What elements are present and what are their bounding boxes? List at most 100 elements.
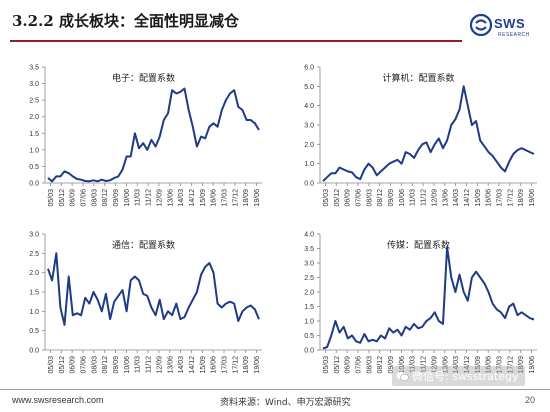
y-tick-label: 0.0 bbox=[304, 348, 314, 355]
chart-media: 0.0 0.5 1.0 1.5 2.0 2.5 3.0 3.5 4.0 05/03 05/12 06/… bbox=[275, 222, 550, 392]
y-tick-label: 2.0 bbox=[304, 290, 314, 297]
chart-telecom: 0.0 0.5 1.0 1.5 2.0 2.5 3.0 05/03 05/12 06/09 07/0… bbox=[0, 222, 275, 392]
x-tick-label: 11/03 bbox=[410, 356, 417, 373]
x-tick-label: 07/06 bbox=[80, 356, 87, 374]
x-tick-label: 16/06 bbox=[486, 356, 493, 374]
y-tick-label: 2.5 bbox=[29, 251, 39, 258]
x-tick-label: 08/03 bbox=[366, 189, 373, 207]
y-tick-label: 0.0 bbox=[29, 348, 39, 355]
x-tick-label: 07/06 bbox=[355, 356, 362, 374]
x-tick-label: 11/03 bbox=[410, 189, 417, 206]
x-tick-label: 12/09 bbox=[156, 356, 163, 374]
x-tick-label: 18/09 bbox=[518, 189, 525, 207]
footer-divider bbox=[0, 389, 550, 390]
x-tick-label: 17/12 bbox=[507, 189, 514, 207]
title-divider bbox=[10, 40, 462, 42]
y-tick-label: 3.0 bbox=[304, 123, 314, 130]
x-tick-label: 09/09 bbox=[388, 356, 395, 374]
x-tick-label: 15/09 bbox=[200, 189, 207, 207]
x-tick-label: 15/09 bbox=[200, 356, 207, 374]
x-tick-label: 16/06 bbox=[486, 189, 493, 207]
x-tick-label: 09/09 bbox=[388, 189, 395, 207]
y-tick-label: 1.0 bbox=[304, 319, 314, 326]
series-label: 计算机：配置系数 bbox=[382, 72, 454, 84]
x-tick-label: 06/09 bbox=[70, 189, 77, 207]
x-tick-label: 19/06 bbox=[529, 356, 536, 374]
x-tick-label: 06/09 bbox=[345, 189, 352, 207]
x-tick-label: 17/12 bbox=[507, 356, 514, 374]
x-tick-label: 11/12 bbox=[421, 356, 428, 373]
x-tick-label: 17/12 bbox=[232, 189, 239, 207]
x-tick-label: 06/09 bbox=[70, 356, 77, 374]
x-tick-label: 11/12 bbox=[421, 189, 428, 206]
x-tick-label: 05/03 bbox=[48, 356, 55, 374]
x-tick-label: 14/03 bbox=[453, 356, 460, 374]
y-tick-label: 3.0 bbox=[29, 232, 39, 239]
x-tick-label: 16/06 bbox=[211, 189, 218, 207]
x-tick-label: 05/03 bbox=[48, 189, 55, 207]
y-tick-label: 0.5 bbox=[29, 328, 39, 335]
wechat-icon bbox=[396, 371, 409, 381]
watermark: 微信号: swsstrategy bbox=[392, 366, 525, 386]
footer-url[interactable]: www.swsresearch.com bbox=[12, 395, 104, 405]
x-tick-label: 15/09 bbox=[475, 356, 482, 374]
y-tick-label: 0.0 bbox=[304, 181, 314, 188]
series-line bbox=[47, 87, 260, 183]
x-tick-label: 14/03 bbox=[453, 189, 460, 207]
x-tick-label: 13/06 bbox=[167, 189, 174, 207]
x-tick-label: 15/09 bbox=[475, 189, 482, 207]
x-tick-label: 09/09 bbox=[113, 189, 120, 207]
y-tick-label: 3.5 bbox=[29, 65, 39, 72]
x-tick-label: 11/12 bbox=[146, 356, 153, 373]
x-tick-label: 10/06 bbox=[124, 189, 131, 207]
x-tick-label: 19/06 bbox=[254, 189, 261, 207]
x-tick-label: 10/06 bbox=[399, 356, 406, 374]
x-tick-label: 12/09 bbox=[156, 189, 163, 207]
x-tick-label: 05/12 bbox=[334, 189, 341, 207]
x-tick-label: 10/06 bbox=[124, 356, 131, 374]
y-tick-label: 4.0 bbox=[304, 103, 314, 110]
chart-svg: 0.0 0.5 1.0 1.5 2.0 2.5 3.0 3.5 4.0 05/03 05/12 06/… bbox=[304, 232, 537, 374]
x-tick-label: 11/03 bbox=[135, 189, 142, 206]
y-tick-label: 3.0 bbox=[304, 261, 314, 268]
series-line bbox=[322, 246, 535, 350]
x-tick-label: 17/03 bbox=[497, 189, 504, 207]
x-tick-label: 07/06 bbox=[355, 189, 362, 207]
logo-text: SWS bbox=[494, 16, 526, 31]
y-tick-label: 1.5 bbox=[29, 131, 39, 138]
x-tick-label: 05/03 bbox=[323, 356, 330, 374]
x-tick-label: 10/06 bbox=[399, 189, 406, 207]
series-label: 传媒：配置系数 bbox=[387, 239, 450, 251]
series-label: 电子：配置系数 bbox=[112, 72, 175, 84]
y-tick-label: 3.0 bbox=[29, 81, 39, 88]
x-tick-label: 14/12 bbox=[464, 356, 471, 374]
x-tick-label: 17/12 bbox=[232, 356, 239, 374]
series-line bbox=[47, 252, 260, 326]
y-tick-label: 5.0 bbox=[304, 84, 314, 91]
x-tick-label: 07/06 bbox=[80, 189, 87, 207]
page-number: 20 bbox=[525, 395, 536, 405]
x-tick-label: 08/03 bbox=[366, 356, 373, 374]
x-tick-label: 17/03 bbox=[222, 356, 229, 374]
y-tick-label: 0.5 bbox=[29, 164, 39, 171]
x-tick-label: 18/09 bbox=[518, 356, 525, 374]
chart-svg: 0.0 0.5 1.0 1.5 2.0 2.5 3.0 05/03 05/12 06/09 07/0… bbox=[29, 232, 262, 374]
x-tick-label: 14/12 bbox=[189, 189, 196, 207]
chart-svg: 0.0 1.0 2.0 3.0 4.0 5.0 6.0 05/03 05/12 06/09 07/0… bbox=[304, 65, 537, 207]
y-tick-label: 2.0 bbox=[304, 142, 314, 149]
x-tick-label: 09/09 bbox=[113, 356, 120, 374]
x-tick-label: 08/12 bbox=[377, 189, 384, 207]
x-tick-label: 16/06 bbox=[211, 356, 218, 374]
y-tick-label: 2.0 bbox=[29, 114, 39, 121]
y-tick-label: 0.5 bbox=[304, 333, 314, 340]
logo-subtext: RESEARCH bbox=[498, 32, 530, 38]
y-tick-label: 3.5 bbox=[304, 246, 314, 253]
x-tick-label: 19/06 bbox=[254, 356, 261, 374]
x-tick-label: 08/12 bbox=[102, 356, 109, 374]
x-tick-label: 11/12 bbox=[146, 189, 153, 206]
x-tick-label: 18/09 bbox=[243, 189, 250, 207]
x-tick-label: 14/12 bbox=[189, 356, 196, 374]
x-tick-label: 12/09 bbox=[431, 189, 438, 207]
x-tick-label: 13/06 bbox=[167, 356, 174, 374]
y-tick-label: 1.0 bbox=[304, 161, 314, 168]
